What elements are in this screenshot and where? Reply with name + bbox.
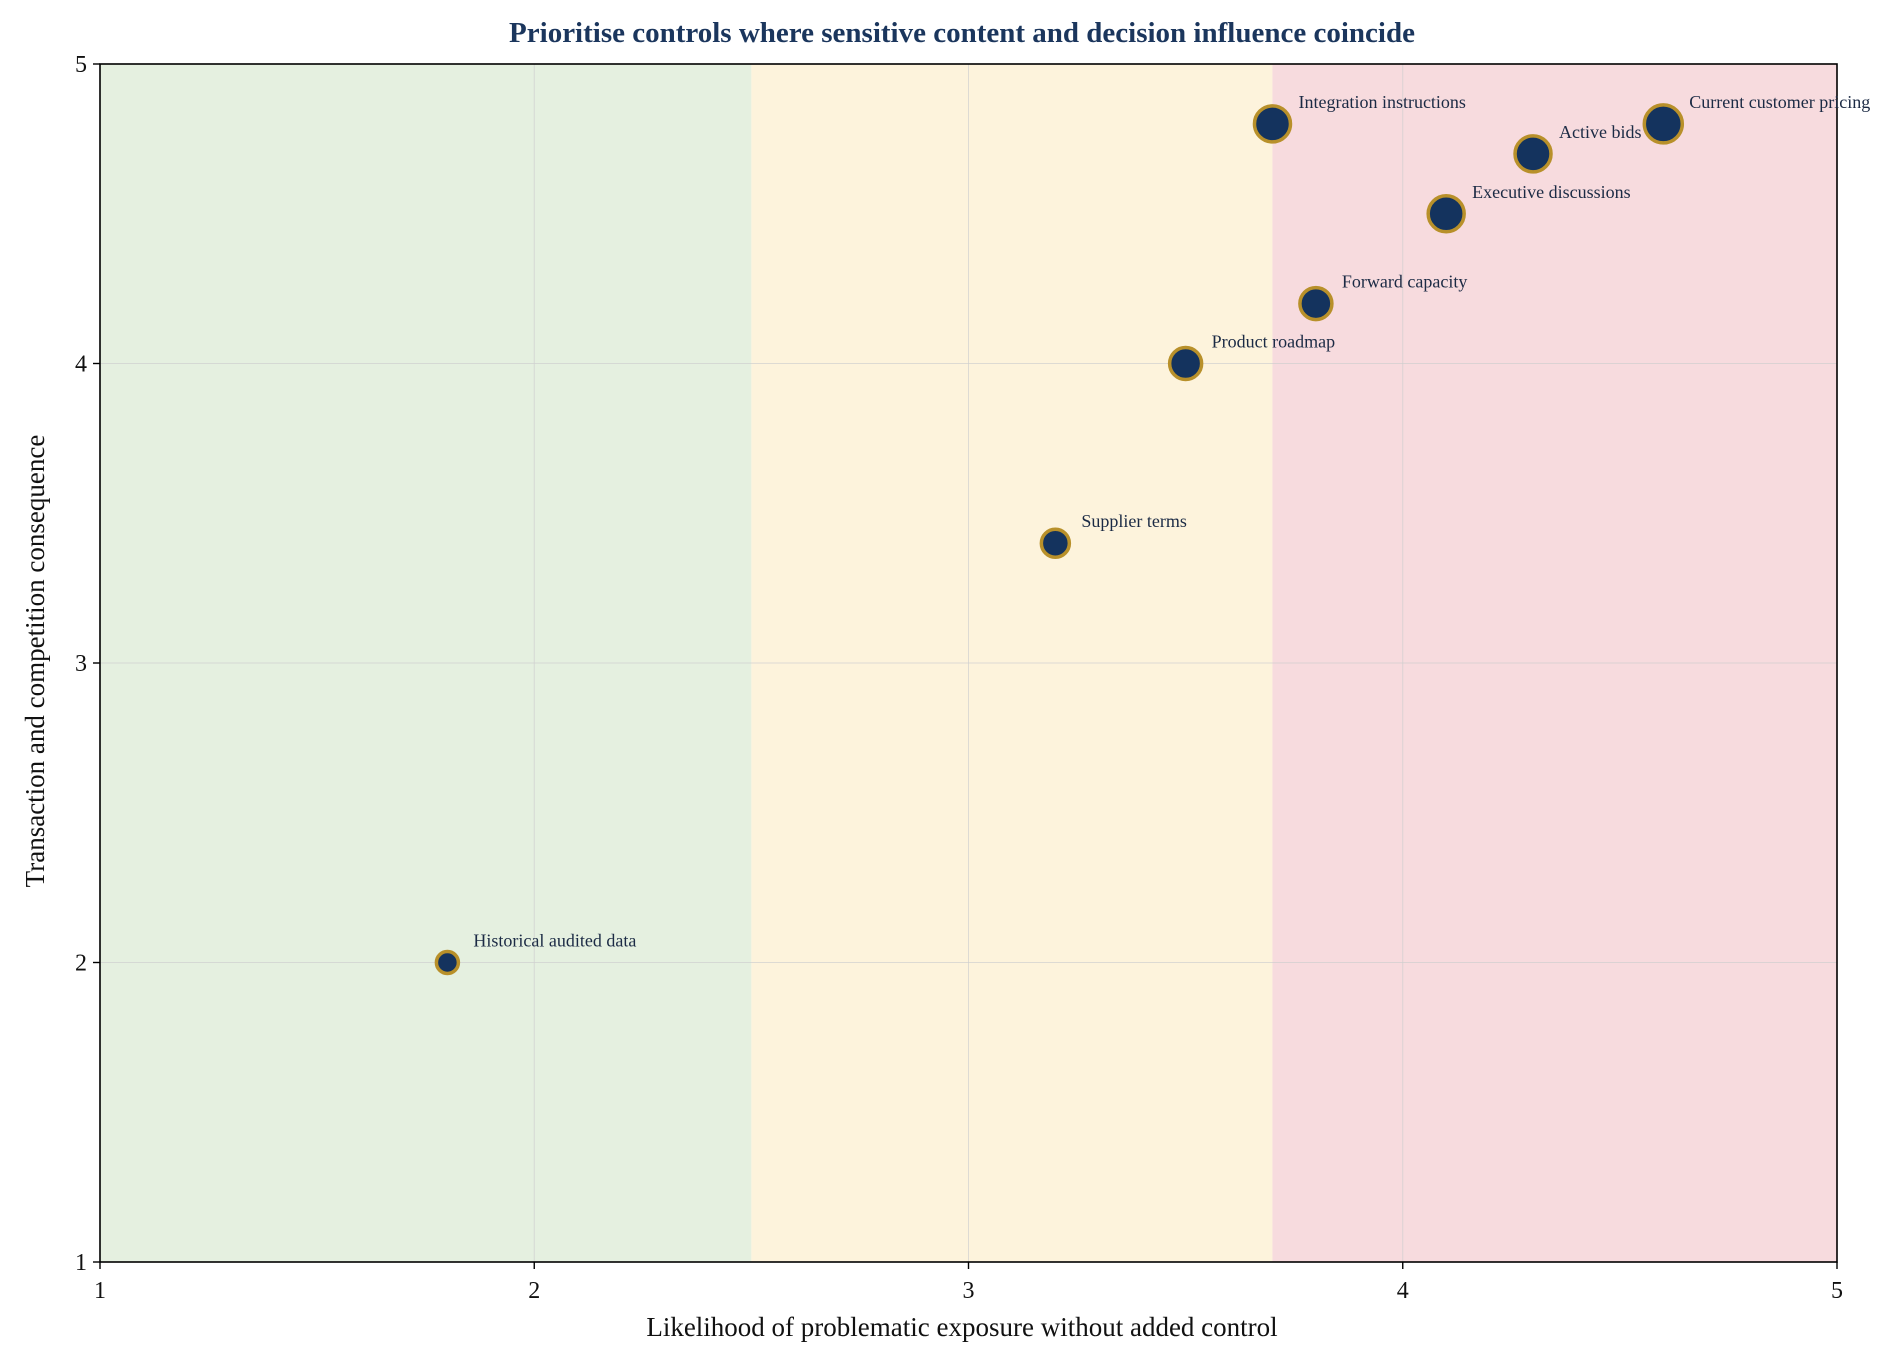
point-label: Product roadmap — [1212, 332, 1335, 352]
y-tick-label: 5 — [75, 52, 87, 78]
data-point — [1167, 345, 1204, 382]
data-point — [1642, 103, 1685, 145]
axis-ticks: 1 2 3 4 5 1 2 3 4 5 — [75, 52, 1843, 1304]
point-labels: Historical audited data Supplier terms Pro… — [473, 92, 1870, 951]
point-label: Active bids — [1559, 122, 1642, 142]
chart-title: Prioritise controls where sensitive cont… — [509, 17, 1415, 49]
x-tick-label: 2 — [528, 1278, 540, 1304]
x-tick-label: 5 — [1831, 1278, 1843, 1304]
data-point — [434, 949, 461, 976]
x-tick-label: 4 — [1397, 1278, 1409, 1304]
y-tick-label: 3 — [75, 651, 87, 677]
y-tick-label: 2 — [75, 951, 87, 977]
x-tick-label: 1 — [94, 1278, 106, 1304]
data-point — [1513, 134, 1553, 174]
data-point — [1298, 285, 1334, 322]
y-tick-label: 1 — [75, 1250, 87, 1276]
data-points — [434, 103, 1685, 976]
x-axis-label: Likelihood of problematic exposure witho… — [646, 1312, 1277, 1342]
point-label: Historical audited data — [473, 931, 636, 951]
point-label: Forward capacity — [1342, 272, 1467, 292]
y-tick-label: 4 — [75, 352, 87, 378]
data-point — [1252, 104, 1293, 144]
point-label: Supplier terms — [1081, 511, 1187, 531]
point-label: Integration instructions — [1298, 92, 1465, 112]
point-label: Executive discussions — [1472, 182, 1630, 202]
data-point — [1426, 194, 1466, 234]
data-point — [1039, 527, 1072, 559]
point-label: Current customer pricing — [1689, 92, 1870, 112]
x-tick-label: 3 — [963, 1278, 975, 1304]
y-axis-label: Transaction and competition consequence — [20, 435, 50, 888]
